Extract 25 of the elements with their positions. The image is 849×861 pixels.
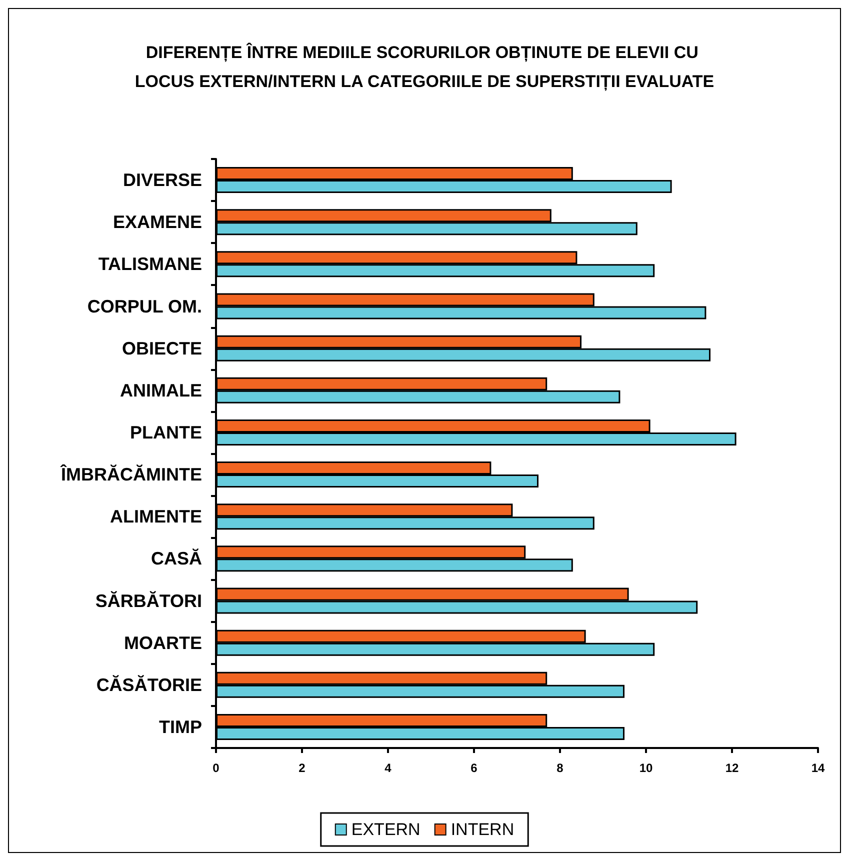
y-tick-label: MOARTE: [124, 632, 202, 653]
y-tick-label: SĂRBĂTORI: [95, 590, 202, 611]
x-tick-label: 6: [470, 761, 478, 775]
x-tick-label: 2: [298, 761, 306, 775]
y-tick-label: ALIMENTE: [110, 506, 202, 527]
y-tick-label: CASĂ: [150, 548, 202, 569]
chart-title: DIFERENȚE ÎNTRE MEDIILE SCORURILOR OBȚINUTE DE ELEVII CU LOCUS EXTERN/INTERN LA CATEGORIILE DE SUPERSTIȚII EVALUATE: [134, 42, 714, 91]
legend-label: EXTERN: [351, 820, 420, 839]
x-tick-label: 4: [384, 761, 392, 775]
y-tick-label: TIMP: [159, 716, 202, 737]
y-tick-label: ÎMBRĂCĂMINTE: [60, 464, 202, 485]
x-tick-label: 12: [725, 761, 739, 775]
y-tick-label: DIVERSE: [122, 170, 202, 190]
y-tick-label: ANIMALE: [120, 380, 202, 400]
legend-label: INTERN: [450, 820, 514, 839]
x-tick-label: 0: [212, 761, 220, 775]
y-tick-label: CORPUL OM.: [87, 296, 202, 316]
x-tick-label: 10: [639, 761, 653, 775]
x-tick-label: 8: [556, 761, 564, 775]
x-tick-label: 14: [811, 761, 825, 775]
y-tick-label: TALISMANE: [98, 254, 202, 274]
y-tick-label: PLANTE: [130, 422, 202, 442]
y-tick-label: CĂSĂTORIE: [96, 674, 202, 695]
y-tick-label: EXAMENE: [112, 212, 202, 232]
y-tick-label: OBIECTE: [122, 338, 202, 358]
